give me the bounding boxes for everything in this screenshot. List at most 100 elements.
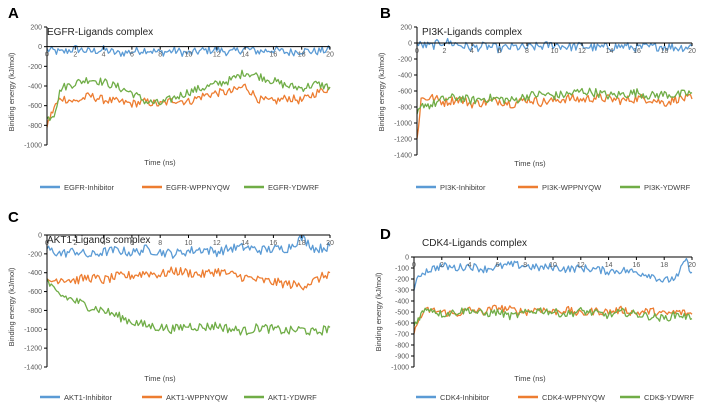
x-tick-label: 4 [102, 240, 106, 247]
y-tick-label: 0 [38, 44, 42, 51]
legend-item: PI3K-WPPNYQW [518, 183, 602, 192]
x-tick-label: 12 [577, 262, 585, 269]
panel-letter: B [380, 5, 391, 22]
x-axis-label: Time (ns) [144, 158, 176, 167]
y-tick-label: -1000 [24, 143, 42, 150]
legend-item: AKT1-Inhibitor [40, 393, 112, 402]
series-line-1 [46, 266, 331, 291]
panel-d: D0-100-200-300-400-500-600-700-800-900-1… [374, 226, 696, 402]
legend-label: PI3K-Inhibitor [440, 183, 486, 192]
series-line-1 [46, 83, 331, 128]
x-tick-label: 2 [73, 52, 77, 59]
y-tick-label: -200 [28, 251, 42, 258]
x-tick-label: 12 [213, 52, 221, 59]
x-tick-label: 12 [213, 240, 221, 247]
y-tick-label: 200 [30, 25, 42, 32]
y-tick-label: -900 [395, 354, 409, 361]
legend-item: CDK$-YDWRF [620, 393, 694, 402]
y-tick-label: -300 [395, 288, 409, 295]
x-tick-label: 18 [298, 240, 306, 247]
y-tick-label: 0 [408, 41, 412, 48]
x-tick-label: 8 [158, 52, 162, 59]
x-tick-label: 0 [45, 52, 49, 59]
chart-title: PI3K-Ligands complex [422, 27, 522, 38]
x-tick-label: 4 [470, 48, 474, 55]
legend-item: EGFR-WPPNYQW [142, 183, 231, 192]
legend-label: AKT1-WPPNYQW [166, 393, 229, 402]
x-tick-label: 10 [185, 240, 193, 247]
y-tick-label: 200 [400, 25, 412, 32]
x-tick-label: 2 [443, 48, 447, 55]
y-tick-label: -1200 [24, 346, 42, 353]
legend-item: AKT1-YDWRF [244, 393, 317, 402]
x-tick-label: 14 [241, 240, 249, 247]
chart-title: AKT1-Ligands complex [47, 235, 150, 246]
y-tick-label: -800 [28, 123, 42, 130]
x-tick-label: 16 [633, 262, 641, 269]
panel-letter: A [8, 5, 19, 22]
legend-label: CDK4-Inhibitor [440, 393, 490, 402]
series-line-2 [416, 87, 693, 115]
chart-title: EGFR-Ligands complex [47, 27, 153, 38]
x-tick-label: 16 [270, 52, 278, 59]
x-tick-label: 6 [130, 52, 134, 59]
x-tick-label: 2 [73, 240, 77, 247]
x-tick-label: 20 [688, 262, 696, 269]
y-tick-label: -400 [395, 299, 409, 306]
x-tick-label: 0 [412, 262, 416, 269]
x-tick-label: 20 [326, 52, 334, 59]
y-tick-label: -200 [28, 64, 42, 71]
x-tick-label: 10 [551, 48, 559, 55]
y-tick-label: -1000 [24, 327, 42, 334]
y-tick-label: -1200 [394, 137, 412, 144]
y-tick-label: -200 [398, 57, 412, 64]
legend-label: EGFR-WPPNYQW [166, 183, 231, 192]
y-tick-label: 0 [405, 255, 409, 262]
y-tick-label: -800 [395, 343, 409, 350]
y-tick-label: -500 [395, 310, 409, 317]
legend-item: CDK4-Inhibitor [416, 393, 490, 402]
x-tick-label: 16 [270, 240, 278, 247]
y-tick-label: -600 [398, 89, 412, 96]
x-tick-label: 4 [468, 262, 472, 269]
x-tick-label: 10 [549, 262, 557, 269]
y-tick-label: -800 [398, 105, 412, 112]
series-line-0 [416, 37, 693, 54]
x-tick-label: 12 [578, 48, 586, 55]
legend-item: CDK4-WPPNYQW [518, 393, 606, 402]
series-line-2 [46, 278, 331, 336]
y-tick-label: -1400 [394, 153, 412, 160]
legend-item: EGFR-Inhibitor [40, 183, 115, 192]
x-tick-label: 2 [440, 262, 444, 269]
x-tick-label: 0 [45, 240, 49, 247]
legend-item: PI3K-Inhibitor [416, 183, 486, 192]
y-tick-label: -800 [28, 308, 42, 315]
x-tick-label: 8 [523, 262, 527, 269]
series-line-0 [46, 44, 331, 57]
series-line-2 [413, 306, 693, 327]
y-tick-label: -700 [395, 332, 409, 339]
y-axis-label: Binding energy (kJ/mol) [7, 52, 16, 131]
y-tick-label: -600 [395, 321, 409, 328]
legend-label: PI3K-WPPNYQW [542, 183, 602, 192]
x-tick-label: 10 [185, 52, 193, 59]
legend-item: EGFR-YDWRF [244, 183, 319, 192]
y-tick-label: -100 [395, 266, 409, 273]
y-tick-label: -600 [28, 103, 42, 110]
y-tick-label: 0 [38, 233, 42, 240]
series-line-2 [46, 69, 331, 122]
x-tick-label: 18 [660, 262, 668, 269]
x-tick-label: 8 [158, 240, 162, 247]
x-axis-label: Time (ns) [514, 159, 546, 168]
x-tick-label: 16 [633, 48, 641, 55]
x-tick-label: 20 [688, 48, 696, 55]
legend-label: EGFR-Inhibitor [64, 183, 115, 192]
x-tick-label: 6 [130, 240, 134, 247]
legend-label: EGFR-YDWRF [268, 183, 319, 192]
y-axis-label: Binding energy (kJ/mol) [377, 52, 386, 131]
legend-item: AKT1-WPPNYQW [142, 393, 229, 402]
x-tick-label: 6 [495, 262, 499, 269]
